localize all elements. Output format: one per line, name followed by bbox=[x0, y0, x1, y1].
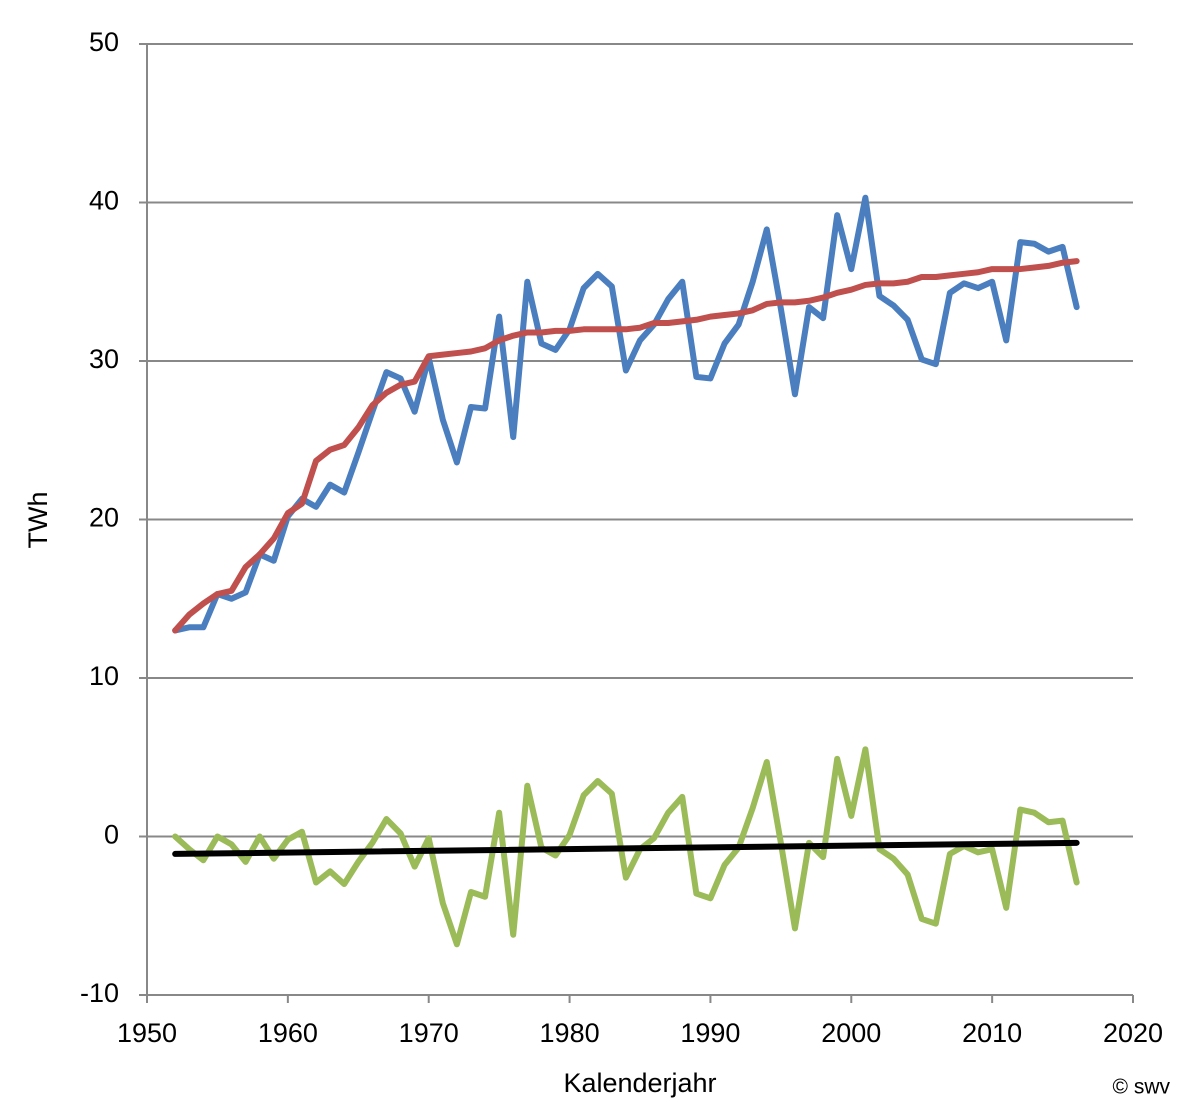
x-tick-label: 1990 bbox=[680, 1018, 740, 1048]
series-line bbox=[172, 258, 1080, 634]
series-line bbox=[172, 839, 1080, 857]
x-tick-label: 1970 bbox=[399, 1018, 459, 1048]
y-tick-label: -10 bbox=[80, 978, 119, 1008]
y-axis-label: TWh bbox=[23, 492, 53, 549]
y-tick-label: 0 bbox=[104, 820, 119, 850]
y-tick-label: 50 bbox=[89, 27, 119, 57]
y-tick-label: 30 bbox=[89, 344, 119, 374]
x-tick-label: 2000 bbox=[821, 1018, 881, 1048]
x-tick-label: 2020 bbox=[1103, 1018, 1163, 1048]
series-line bbox=[172, 746, 1080, 948]
x-tick-label: 1950 bbox=[117, 1018, 177, 1048]
y-tick-label: 40 bbox=[89, 186, 119, 216]
y-tick-label: 20 bbox=[89, 503, 119, 533]
y-tick-label: 10 bbox=[89, 661, 119, 691]
series-line bbox=[172, 194, 1080, 634]
x-tick-label: 1980 bbox=[540, 1018, 600, 1048]
credit: © swv bbox=[1113, 1076, 1171, 1099]
x-tick-label: 2010 bbox=[962, 1018, 1022, 1048]
x-tick-label: 1960 bbox=[258, 1018, 318, 1048]
x-axis-label: Kalenderjahr bbox=[563, 1068, 716, 1098]
